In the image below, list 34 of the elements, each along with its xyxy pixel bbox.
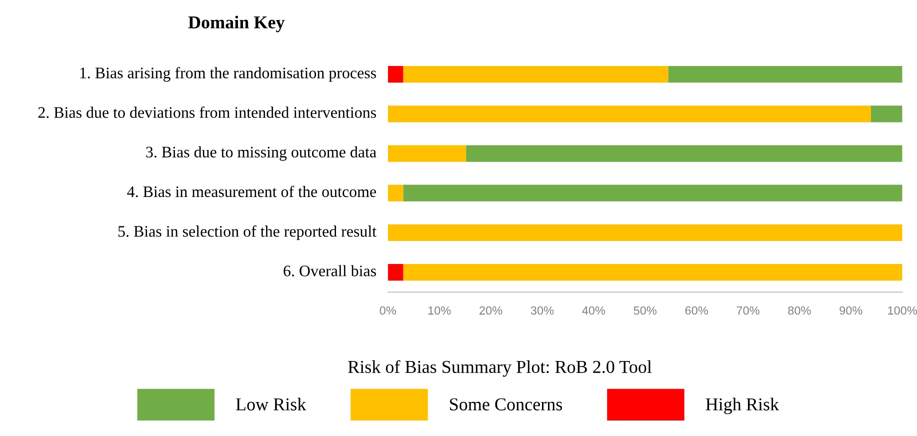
x-tick-label: 30% [530, 306, 554, 315]
bar [403, 264, 902, 281]
x-tick-label: 20% [480, 306, 502, 315]
bar [668, 66, 902, 83]
y-tick-label: 6. Overall bias [284, 265, 376, 276]
text: Risk of Bias Summary Plot: RoB 2.0 Tool [348, 360, 652, 377]
bar [403, 184, 902, 202]
y-tick-label: 4. Bias in measurement of the outcome [127, 186, 376, 198]
y-tick-label: 5. Bias in selection of the reported result [118, 225, 376, 240]
bar [466, 145, 902, 162]
legend-label: Low Risk [236, 398, 306, 410]
bar [388, 264, 404, 281]
x-tick-label: 60% [685, 306, 708, 315]
x-tick-label: 40% [582, 306, 606, 315]
x-tick-label: 10% [428, 306, 451, 315]
x-tick-label: 0% [380, 306, 396, 315]
text: Domain Key [188, 16, 285, 32]
legend-label: Some Concerns [450, 398, 562, 410]
bar [403, 66, 668, 83]
x-tick-label: 80% [788, 306, 811, 315]
y-tick-label: 2. Bias due to deviations from intended interventions [38, 106, 376, 118]
bar [388, 106, 871, 122]
y-tick-label: 3. Bias due to missing outcome data [146, 146, 376, 161]
bar [870, 106, 902, 122]
bar [388, 145, 466, 162]
x-tick-label: 100% [888, 306, 917, 315]
bar [388, 66, 404, 83]
bar [388, 184, 404, 202]
y-tick-label: 1. Bias arising from the randomisation process [80, 66, 376, 82]
bar [388, 224, 902, 242]
x-tick-label: 70% [736, 306, 760, 315]
x-tick-label: 50% [634, 306, 657, 315]
x-tick-label: 90% [840, 306, 862, 315]
legend-label: High Risk [706, 398, 780, 414]
